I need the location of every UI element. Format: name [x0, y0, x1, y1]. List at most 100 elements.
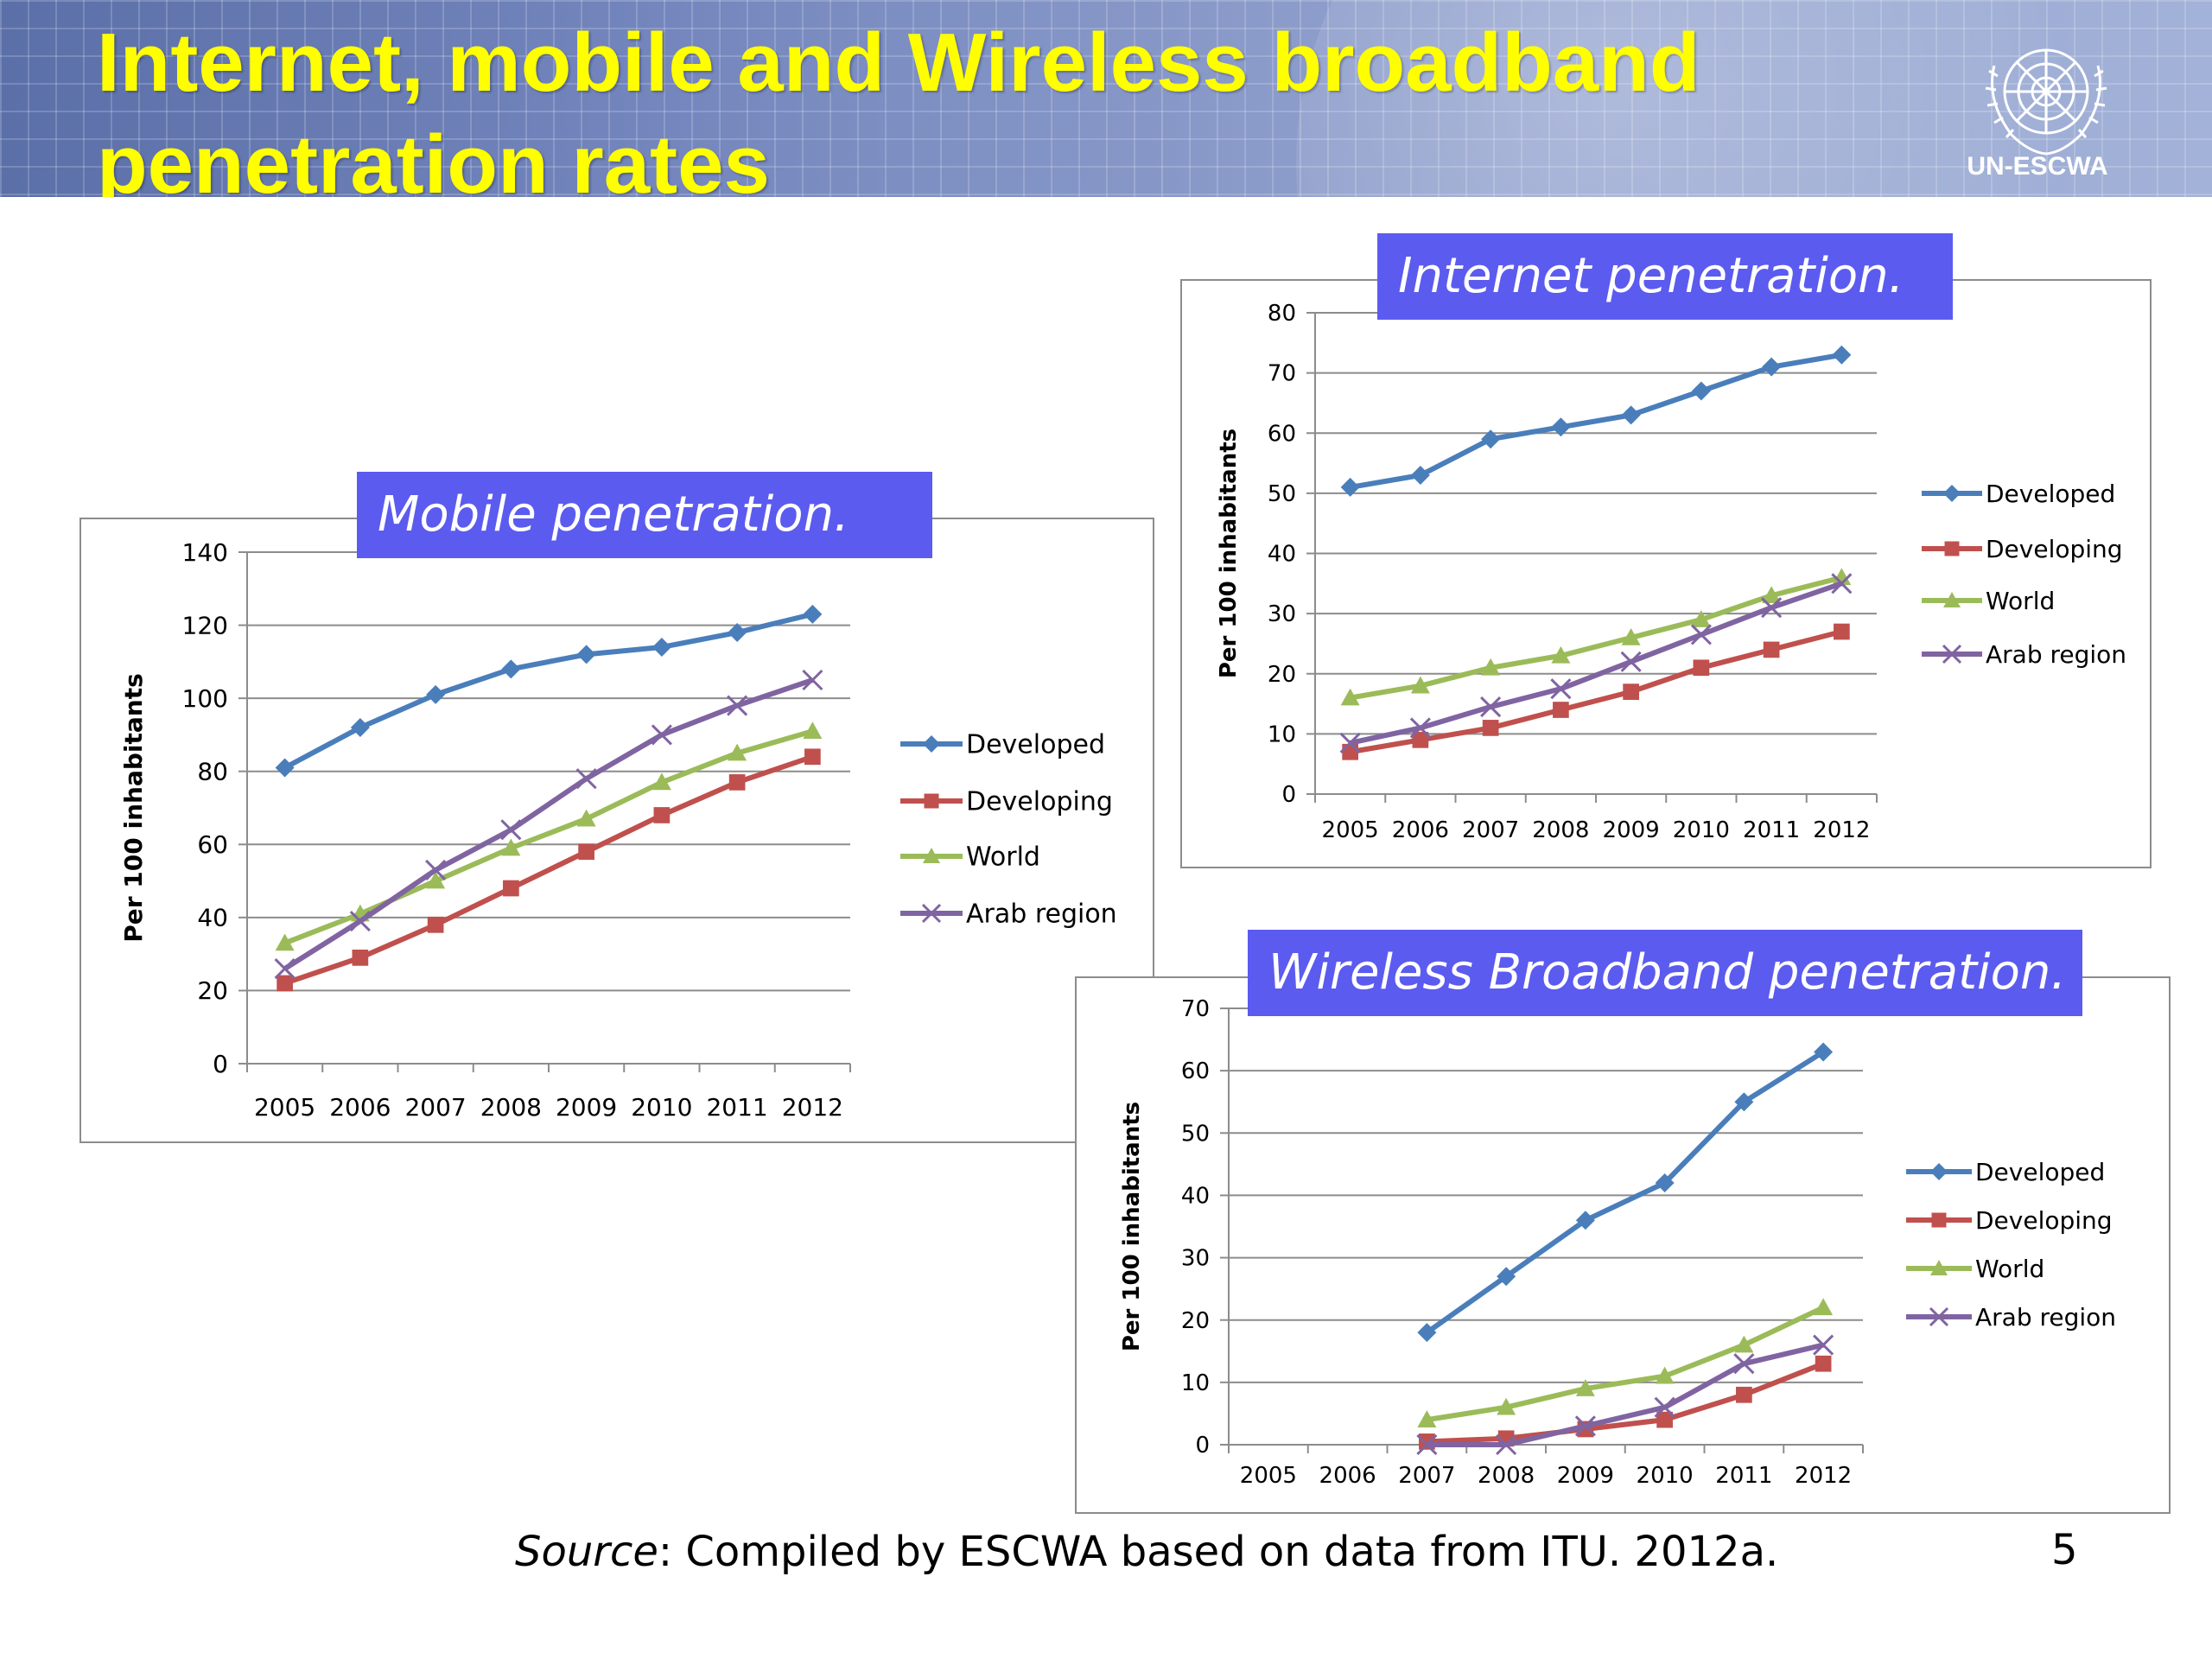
- y-axis-label: Per 100 inhabitants: [1119, 1102, 1145, 1351]
- data-point-arab-region-stroke-b: [1480, 696, 1502, 718]
- y-tick-label: 30: [1268, 601, 1296, 627]
- data-point-developed: [350, 717, 370, 737]
- x-tick-label: 2005: [254, 1093, 315, 1122]
- data-point-world: [1410, 676, 1430, 694]
- data-point-developed: [1481, 429, 1501, 449]
- mobile-chart-panel: 0 20 40 60 80 100 120 140 2005 2006 2007 2008 2009 20…: [79, 518, 1154, 1143]
- data-point-arab-region: [349, 911, 371, 932]
- data-point-arab-region: [1654, 1396, 1675, 1418]
- data-point-developed: [1575, 1211, 1595, 1230]
- x-tick-label: 2008: [1478, 1463, 1535, 1489]
- data-point-arab-region-stroke-b: [1339, 732, 1361, 753]
- data-point-world: [728, 743, 747, 761]
- data-point-developed: [1497, 1267, 1516, 1287]
- data-point-developing: [503, 880, 519, 897]
- data-point-world: [1655, 1366, 1675, 1384]
- data-point-developed: [1551, 417, 1571, 437]
- series-line-developing: [1350, 629, 1843, 755]
- legend-marker: [1942, 644, 1962, 664]
- data-point-arab-region: [1620, 651, 1642, 672]
- y-tick-label: 50: [1268, 481, 1296, 507]
- legend-marker: [923, 848, 940, 863]
- legend-marker: [1930, 1163, 1948, 1180]
- x-tick-label: 2008: [1532, 817, 1589, 843]
- data-point-arab-region: [651, 724, 672, 746]
- data-point-arab-region-stroke-b: [274, 957, 296, 980]
- data-point-arab-region-stroke-b: [575, 768, 597, 790]
- mobile-chart-title: Mobile penetration.: [357, 472, 932, 558]
- un-emblem-icon: [1985, 48, 2107, 156]
- x-tick-label: 2007: [404, 1093, 466, 1122]
- data-point-developing: [352, 950, 369, 966]
- legend-marker: [923, 735, 940, 753]
- wireless-chart: 0 10 20 30 40 50 60 70 2005 2006 2007 2008 2009 2010 2…: [1119, 996, 2116, 1489]
- data-point-arab-region: [1409, 717, 1431, 739]
- data-point-arab-region: [727, 695, 748, 716]
- x-tick-label: 2007: [1462, 817, 1519, 843]
- data-point-developing: [427, 916, 444, 933]
- x-tick-label: 2010: [1673, 817, 1730, 843]
- data-point-developed: [652, 637, 671, 657]
- y-axis-label: Per 100 inhabitants: [1216, 429, 1242, 678]
- x-tick-label: 2011: [1715, 1463, 1772, 1489]
- data-point-arab-region-stroke-b: [1496, 1433, 1517, 1456]
- x-tick-label: 2006: [329, 1093, 391, 1122]
- series-line-world: [283, 728, 814, 946]
- source-text: : Compiled by ESCWA based on data from I…: [658, 1528, 1779, 1576]
- legend-label: Developing: [966, 787, 1113, 817]
- legend-label: Developed: [1975, 1158, 2105, 1186]
- data-point-developing: [578, 843, 594, 861]
- x-tick-label: 2012: [1813, 817, 1870, 843]
- y-tick-label: 140: [182, 538, 228, 567]
- data-point-arab-region: [1339, 732, 1361, 753]
- y-tick-label: 0: [213, 1050, 228, 1078]
- data-point-developed: [576, 645, 596, 664]
- data-point-developed: [1734, 1092, 1754, 1112]
- internet-chart: 0 10 20 30 40 50 60 70 80 2005 2006 2007 2008 2009 201…: [1216, 301, 2126, 843]
- y-tick-label: 10: [1181, 1370, 1210, 1396]
- slide-title-line2: penetration rates: [97, 118, 770, 197]
- x-tick-label: 2010: [1637, 1463, 1694, 1489]
- legend-label: World: [1975, 1255, 2044, 1283]
- y-tick-label: 70: [1268, 361, 1296, 387]
- data-point-developed: [501, 659, 521, 679]
- data-point-world: [1575, 1379, 1595, 1396]
- logo-text: UN-ESCWA: [1967, 152, 2108, 181]
- data-point-developing: [1342, 743, 1358, 760]
- data-point-world: [1814, 1298, 1834, 1316]
- data-point-arab-region-stroke-b: [802, 669, 823, 691]
- y-tick-label: 20: [197, 976, 228, 1005]
- series-line-developing: [283, 753, 814, 986]
- data-point-developing: [1656, 1411, 1673, 1428]
- data-point-developing: [1763, 641, 1780, 658]
- legend-marker: [1944, 541, 1960, 556]
- y-tick-label: 100: [182, 684, 228, 713]
- legend-label: World: [1986, 587, 2055, 615]
- legend-marker: [1931, 1212, 1947, 1228]
- data-point-arab-region: [1690, 624, 1712, 645]
- data-point-world: [1497, 1397, 1516, 1415]
- x-tick-label: 2011: [1743, 817, 1800, 843]
- data-point-arab-region-stroke-b: [1620, 651, 1642, 672]
- data-point-developing: [1482, 720, 1499, 736]
- data-point-arab-region: [274, 957, 296, 980]
- data-point-world: [652, 772, 671, 791]
- legend-marker: [1929, 1306, 1949, 1327]
- data-point-world: [1340, 688, 1360, 706]
- y-tick-label: 70: [1181, 996, 1210, 1022]
- y-tick-label: 0: [1195, 1433, 1210, 1459]
- data-point-developed: [1417, 1323, 1437, 1343]
- series-line-arab-region: [283, 677, 814, 971]
- legend-marker-stroke-b: [1942, 644, 1962, 664]
- wireless-chart-title: Wireless Broadband penetration.: [1248, 930, 2082, 1016]
- slide-title: Internet, mobile and Wireless broadband …: [97, 12, 1825, 197]
- legend-marker: [1943, 592, 1961, 607]
- legend-marker: [921, 903, 942, 924]
- y-tick-label: 60: [197, 830, 228, 859]
- data-point-world: [1621, 627, 1641, 645]
- legend-marker-stroke-b: [1929, 1306, 1949, 1327]
- y-tick-label: 40: [1268, 542, 1296, 568]
- data-point-arab-region: [500, 819, 522, 841]
- page-number: 5: [2051, 1526, 2078, 1574]
- data-point-world: [426, 871, 446, 889]
